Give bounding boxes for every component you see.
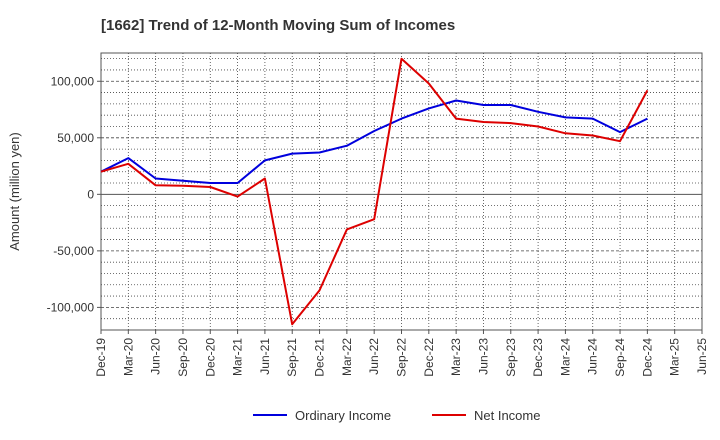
- x-tick-label: Sep-22: [395, 338, 409, 377]
- y-tick-label: 50,000: [57, 131, 94, 145]
- x-tick-label: Dec-22: [422, 338, 436, 377]
- x-tick-label: Jun-22: [367, 338, 381, 375]
- x-tick-label: Mar-23: [449, 338, 463, 376]
- y-tick-label: -100,000: [47, 300, 95, 314]
- x-tick-label: Jun-24: [586, 338, 600, 375]
- x-tick-label: Jun-21: [258, 338, 272, 375]
- chart-title: [1662] Trend of 12-Month Moving Sum of I…: [101, 17, 455, 34]
- y-tick-label: 100,000: [51, 74, 95, 88]
- x-tick-label: Sep-23: [504, 338, 518, 377]
- series-line-net-income: [100, 57, 649, 326]
- x-tick-label: Mar-24: [558, 338, 572, 376]
- x-tick-label: Jun-25: [695, 338, 709, 375]
- x-tick-label: Dec-21: [313, 338, 327, 377]
- x-tick-label: Mar-22: [340, 338, 354, 376]
- legend-label: Ordinary Income: [295, 408, 391, 423]
- y-tick-label: -50,000: [53, 244, 94, 258]
- x-tick-label: Sep-24: [613, 338, 627, 377]
- x-tick-label: Mar-20: [121, 338, 135, 376]
- grid-layer: [100, 52, 703, 331]
- legend: Ordinary Income Net Income: [253, 408, 540, 423]
- series-layer: [100, 57, 649, 326]
- x-tick-label: Dec-24: [640, 338, 654, 377]
- x-tick-label: Jun-20: [149, 338, 163, 375]
- x-tick-label: Jun-23: [476, 338, 490, 375]
- x-tick-label: Sep-20: [176, 338, 190, 377]
- y-axis-label: Amount (million yen): [7, 132, 22, 251]
- x-tick-label: Dec-20: [203, 338, 217, 377]
- x-tick-label: Mar-25: [668, 338, 682, 376]
- x-tick-label: Dec-19: [94, 338, 108, 377]
- series-line-ordinary-income: [100, 99, 648, 184]
- x-tick-label: Dec-23: [531, 338, 545, 377]
- x-tick-label: Mar-21: [231, 338, 245, 376]
- x-tick-label: Sep-21: [285, 338, 299, 377]
- legend-label: Net Income: [474, 408, 540, 423]
- y-tick-label: 0: [87, 187, 94, 201]
- axis-layer: -100,000 -50,000 0 50,000 100,000 Dec-19 Mar-2…: [7, 74, 709, 376]
